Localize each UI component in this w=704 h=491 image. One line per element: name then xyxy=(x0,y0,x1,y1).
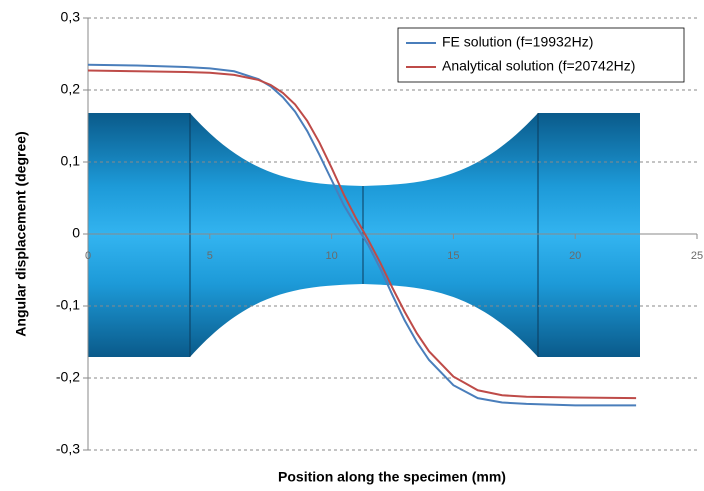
x-tick-label: 20 xyxy=(569,250,581,262)
x-tick-label: 15 xyxy=(447,250,459,262)
chart: Angular displacement (degree) Position a… xyxy=(0,0,704,491)
x-axis-title: Position along the specimen (mm) xyxy=(278,469,506,485)
y-tick-label: -0,2 xyxy=(56,369,80,385)
legend-label: FE solution (f=19932Hz) xyxy=(442,34,593,50)
y-tick-label: 0,2 xyxy=(61,81,81,97)
y-tick-label: 0,1 xyxy=(61,153,81,169)
x-tick-label: 25 xyxy=(691,250,703,262)
y-tick-label: 0 xyxy=(72,225,80,241)
legend: FE solution (f=19932Hz) Analytical soluti… xyxy=(398,28,684,82)
y-axis-title: Angular displacement (degree) xyxy=(13,131,29,336)
x-tick-label: 5 xyxy=(207,250,213,262)
x-tick-label: 10 xyxy=(325,250,337,262)
y-tick-label: -0,1 xyxy=(56,297,80,313)
y-tick-label: 0,3 xyxy=(61,9,81,25)
specimen-illustration xyxy=(88,113,640,357)
x-tick-label: 0 xyxy=(85,250,91,262)
y-tick-label: -0,3 xyxy=(56,441,80,457)
legend-label: Analytical solution (f=20742Hz) xyxy=(442,58,635,74)
